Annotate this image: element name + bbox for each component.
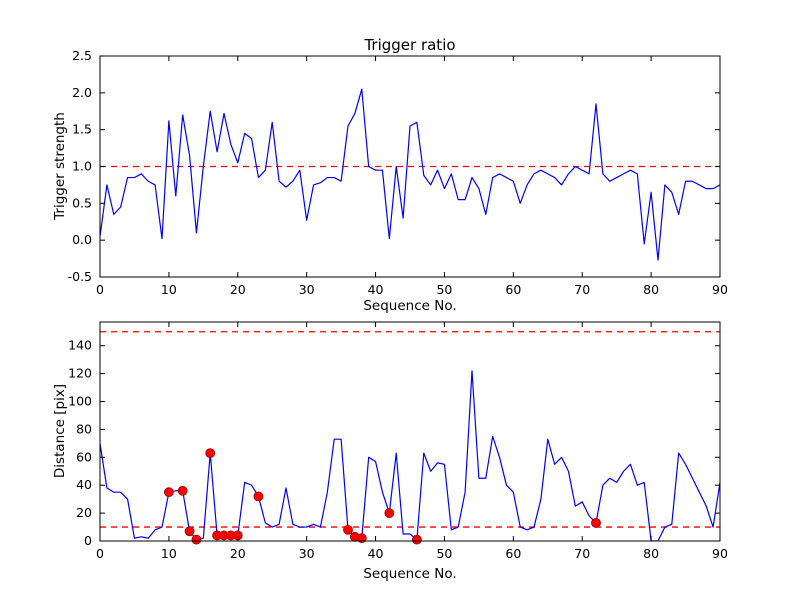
svg-text:60: 60 [505, 282, 521, 297]
svg-text:0.5: 0.5 [72, 195, 92, 210]
svg-text:60: 60 [505, 546, 521, 561]
svg-text:0.0: 0.0 [72, 232, 92, 247]
svg-text:140: 140 [68, 338, 92, 353]
chart-title: Trigger ratio [364, 36, 456, 54]
svg-text:2.5: 2.5 [72, 48, 92, 63]
svg-text:90: 90 [712, 546, 728, 561]
svg-text:100: 100 [68, 394, 92, 409]
svg-text:50: 50 [436, 282, 452, 297]
svg-text:40: 40 [76, 477, 92, 492]
svg-text:20: 20 [230, 282, 246, 297]
svg-text:0: 0 [96, 282, 104, 297]
svg-text:-0.5: -0.5 [68, 269, 92, 284]
svg-text:40: 40 [368, 546, 384, 561]
top-x-axis-label: Sequence No. [363, 298, 457, 314]
svg-text:0: 0 [96, 546, 104, 561]
svg-text:80: 80 [76, 421, 92, 436]
svg-text:10: 10 [161, 546, 177, 561]
svg-text:1.5: 1.5 [72, 122, 92, 137]
bottom-y-axis-label: Distance [pix] [52, 383, 68, 479]
svg-text:10: 10 [161, 282, 177, 297]
svg-text:120: 120 [68, 366, 92, 381]
svg-text:80: 80 [643, 282, 659, 297]
svg-text:2.0: 2.0 [72, 85, 92, 100]
svg-text:80: 80 [643, 546, 659, 561]
svg-text:30: 30 [299, 546, 315, 561]
svg-text:1.0: 1.0 [72, 159, 92, 174]
svg-text:90: 90 [712, 282, 728, 297]
svg-text:40: 40 [368, 282, 384, 297]
top-y-axis-label: Trigger strength [52, 112, 68, 220]
svg-text:20: 20 [76, 505, 92, 520]
svg-text:60: 60 [76, 449, 92, 464]
svg-text:0: 0 [84, 533, 92, 548]
svg-text:70: 70 [574, 546, 590, 561]
svg-text:20: 20 [230, 546, 246, 561]
svg-text:30: 30 [299, 282, 315, 297]
bottom-x-axis-label: Sequence No. [363, 566, 457, 582]
svg-text:50: 50 [436, 546, 452, 561]
svg-text:70: 70 [574, 282, 590, 297]
